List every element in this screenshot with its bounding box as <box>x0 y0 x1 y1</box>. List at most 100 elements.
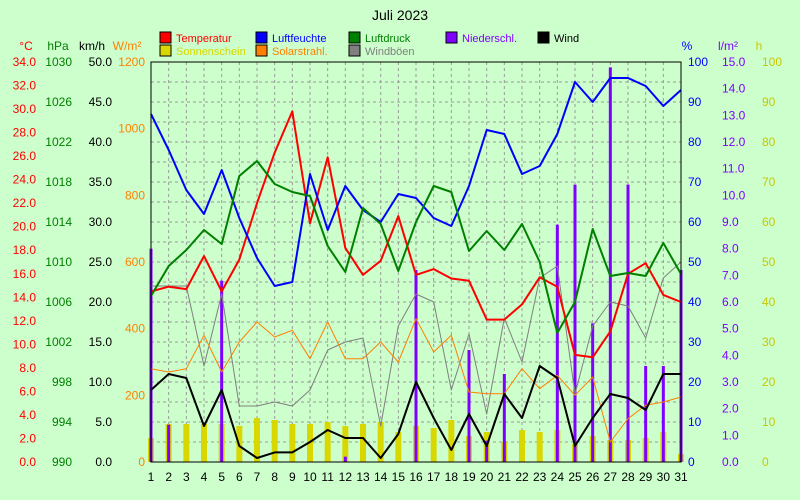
sunshine-bar <box>448 420 455 462</box>
windb-en-line <box>151 261 682 427</box>
pressure-tick-label: 1030 <box>45 55 72 69</box>
humidity-tick-label: 20 <box>688 375 702 389</box>
precip-tick-label: 0.0 <box>722 455 739 469</box>
legend-label: Sonnenschein <box>176 46 246 58</box>
solar-tick-label: 800 <box>125 188 145 202</box>
x-tick-label: 19 <box>462 470 476 484</box>
plot-frame <box>150 61 682 463</box>
luftdruck-line <box>150 160 682 334</box>
temp-tick-label: 8.0 <box>19 361 36 375</box>
sunshine-tick-label: 70 <box>762 175 776 189</box>
x-tick-label: 7 <box>254 470 261 484</box>
precipitation-bar <box>167 424 171 462</box>
legend-swatch <box>348 44 361 57</box>
axes-layer: 0.02.04.06.08.010.012.014.016.018.020.02… <box>13 39 783 484</box>
wind-tick-label: 40.0 <box>89 135 113 149</box>
pressure-tick-label: 1002 <box>45 335 72 349</box>
humidity-tick-label: 40 <box>688 295 702 309</box>
temp-tick-label: 4.0 <box>19 408 36 422</box>
wind-tick-label: 10.0 <box>89 375 113 389</box>
precipitation-bar <box>485 440 489 462</box>
humidity-tick-label: 50 <box>688 255 702 269</box>
legend-swatch <box>445 31 458 44</box>
temp-tick-label: 32.0 <box>13 79 37 93</box>
temp-tick-label: 2.0 <box>19 431 36 445</box>
x-tick-label: 6 <box>236 470 243 484</box>
temp-tick-label: 10.0 <box>13 337 37 351</box>
legend-label: Niederschl. <box>462 33 517 45</box>
luftfeuchte-line <box>150 77 682 287</box>
precipitation-bar <box>644 366 648 462</box>
wind-tick-label: 30.0 <box>89 215 113 229</box>
x-tick-label: 30 <box>657 470 671 484</box>
sunshine-bar <box>271 420 278 462</box>
temp-tick-label: 6.0 <box>19 384 36 398</box>
humidity-tick-label: 10 <box>688 415 702 429</box>
temp-tick-label: 18.0 <box>13 243 37 257</box>
precip-tick-label: 13.0 <box>722 108 746 122</box>
legend-label: Temperatur <box>176 33 232 45</box>
precip-tick-label: 15.0 <box>722 55 746 69</box>
sunshine-tick-label: 60 <box>762 215 776 229</box>
sunshine-tick-label: 30 <box>762 335 776 349</box>
x-tick-label: 1 <box>148 470 155 484</box>
temperatur-line <box>150 110 682 359</box>
temp-tick-label: 34.0 <box>13 55 37 69</box>
x-tick-label: 23 <box>533 470 547 484</box>
precip-tick-label: 10.0 <box>722 188 746 202</box>
humidity-tick-label: 80 <box>688 135 702 149</box>
sunshine-bar <box>430 428 437 462</box>
sunshine-bar <box>395 432 402 462</box>
sunshine-bar <box>201 424 207 462</box>
legend-swatch <box>255 31 268 44</box>
pressure-tick-label: 1018 <box>45 175 72 189</box>
sunshine-tick-label: 0 <box>762 455 769 469</box>
solar-tick-label: 1000 <box>118 122 145 136</box>
temp-unit-label: °C <box>19 39 33 53</box>
sunshine-bar <box>342 426 349 462</box>
wind-tick-label: 25.0 <box>89 255 113 269</box>
legend-swatch <box>159 31 172 44</box>
solar-tick-label: 0 <box>138 455 145 469</box>
precipitation-bar <box>467 350 471 462</box>
legend-swatch <box>348 31 361 44</box>
humidity-unit-label: % <box>682 39 693 53</box>
solar-tick-label: 200 <box>125 388 145 402</box>
sunshine-tick-label: 100 <box>762 55 782 69</box>
x-tick-label: 2 <box>165 470 172 484</box>
pressure-tick-label: 1026 <box>45 95 72 109</box>
precip-tick-label: 8.0 <box>722 242 739 256</box>
x-tick-label: 28 <box>621 470 635 484</box>
x-tick-label: 20 <box>480 470 494 484</box>
pressure-tick-label: 1022 <box>45 135 72 149</box>
sunshine-bar <box>183 424 190 462</box>
precipitation-bar <box>555 224 559 462</box>
x-tick-label: 31 <box>674 470 688 484</box>
sunshine-bar <box>536 432 543 462</box>
wind-tick-label: 0.0 <box>95 455 112 469</box>
wind-unit-label: km/h <box>79 39 105 53</box>
legend-swatch <box>159 44 172 57</box>
sunshine-bar <box>254 418 260 462</box>
legend-label: Wind <box>554 33 579 45</box>
solar-unit-label: W/m² <box>113 39 142 53</box>
legend-label: Luftdruck <box>365 33 411 45</box>
x-tick-label: 25 <box>568 470 582 484</box>
temp-tick-label: 28.0 <box>13 126 37 140</box>
legend-swatch <box>255 44 268 57</box>
x-tick-label: 11 <box>321 470 334 484</box>
x-tick-label: 27 <box>604 470 618 484</box>
x-tick-label: 3 <box>183 470 190 484</box>
pressure-tick-label: 994 <box>52 415 72 429</box>
legend-label: Luftfeuchte <box>272 33 326 45</box>
precip-tick-label: 7.0 <box>722 268 739 282</box>
humidity-tick-label: 90 <box>688 95 702 109</box>
legend-label: Windböen <box>365 46 415 58</box>
precipitation-bar <box>626 184 630 462</box>
solar-tick-label: 600 <box>125 255 145 269</box>
pressure-tick-label: 990 <box>52 455 72 469</box>
solar-tick-label: 400 <box>125 322 145 336</box>
precip-tick-label: 6.0 <box>722 295 739 309</box>
sunshine-bar <box>289 424 296 462</box>
temp-tick-label: 26.0 <box>13 149 37 163</box>
